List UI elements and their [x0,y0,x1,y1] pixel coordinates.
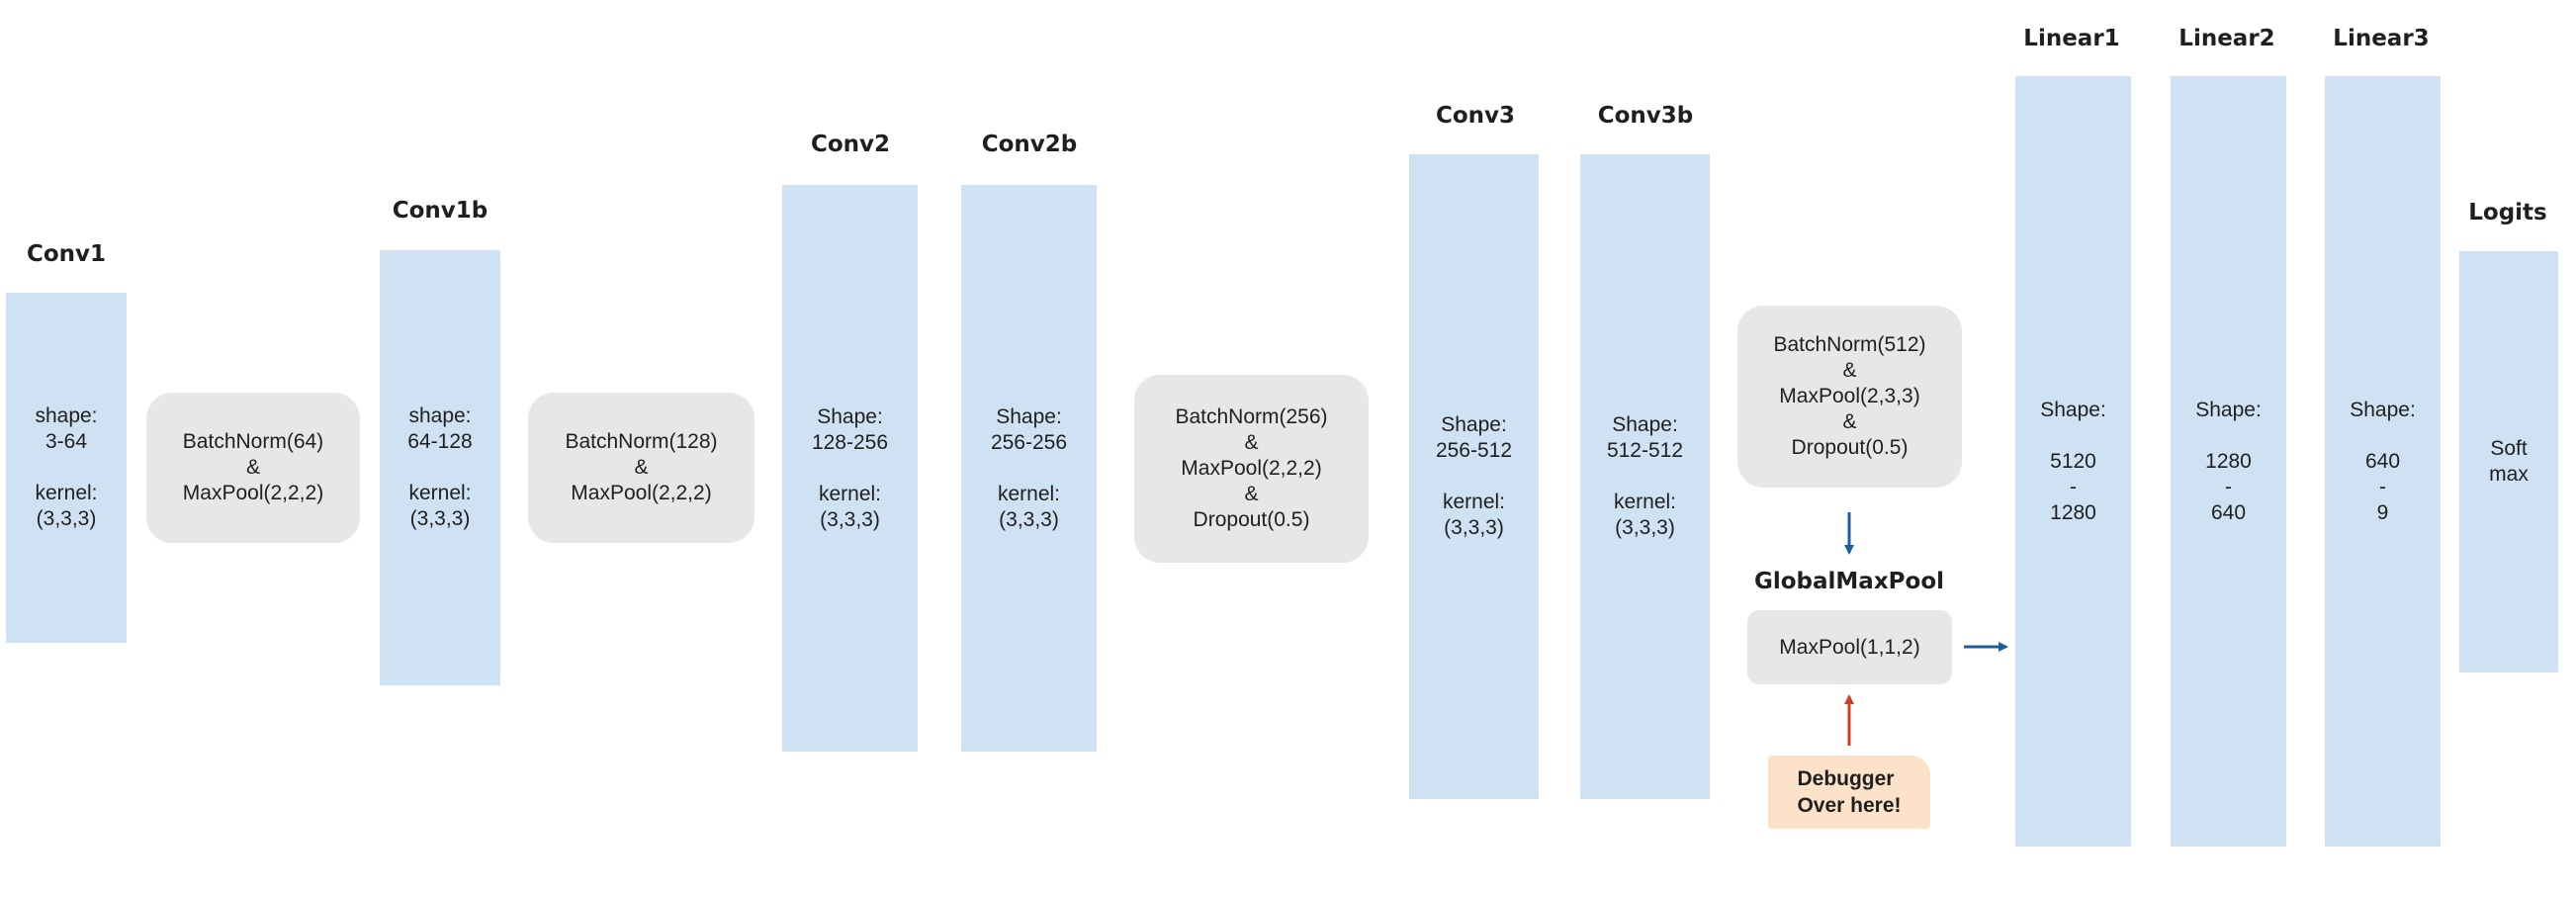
conv2b-line: (3,3,3) [999,507,1059,531]
op-line: & [634,456,649,479]
globalmaxpool-box: MaxPool(1,1,2) [1747,610,1952,684]
linear1-layer: Shape: 5120 - 1280 [2015,76,2131,847]
logits-info: Soft max [2459,436,2558,488]
op-line: MaxPool(2,2,2) [182,482,324,504]
conv2-line: (3,3,3) [820,507,880,531]
logits-line: max [2489,463,2529,486]
conv2-line: 128-256 [811,430,889,454]
conv3-line: 256-512 [1435,439,1513,462]
conv3b-line: Shape: [1612,413,1678,436]
linear1-line: - [2070,475,2077,498]
conv2-info: Shape: 128-256 kernel: (3,3,3) [782,404,918,533]
conv3-line: Shape: [1441,413,1507,436]
op-line: MaxPool(2,2,2) [571,482,712,504]
linear3-line: - [2379,475,2386,498]
linear3-line: Shape: [2350,398,2416,421]
op-batchnorm-128: BatchNorm(128) & MaxPool(2,2,2) [528,393,755,543]
linear1-line: Shape: [2040,398,2106,421]
linear1-title: Linear1 [2023,26,2120,51]
op-line: & [1244,483,1259,505]
note-line: Over here! [1797,794,1902,817]
op-line: Dropout(0.5) [1193,508,1310,531]
linear3-line: 640 [2364,449,2401,473]
op-batchnorm-64: BatchNorm(64) & MaxPool(2,2,2) [146,393,360,543]
conv2-line: Shape: [817,404,883,428]
conv3-info: Shape: 256-512 kernel: (3,3,3) [1409,412,1539,541]
conv2b-layer: Shape: 256-256 kernel: (3,3,3) [961,185,1097,752]
conv3-layer: Shape: 256-512 kernel: (3,3,3) [1409,154,1539,799]
linear2-line: - [2225,475,2232,498]
conv3b-line: 512-512 [1606,439,1684,462]
linear1-info: Shape: 5120 - 1280 [2015,398,2131,526]
op-line: & [1842,359,1857,382]
globalmaxpool-title: GlobalMaxPool [1753,569,1945,594]
conv3b-line: kernel: [1613,491,1677,513]
conv2b-title: Conv2b [981,132,1078,157]
conv3b-info: Shape: 512-512 kernel: (3,3,3) [1580,412,1710,541]
op-batchnorm-256: BatchNorm(256) & MaxPool(2,2,2) & Dropou… [1134,375,1369,563]
conv1b-line: kernel: [408,482,472,504]
conv1-line: 3-64 [44,430,88,453]
linear3-info: Shape: 640 - 9 [2325,398,2441,526]
conv1-line: (3,3,3) [36,507,97,530]
conv1b-info: shape: 64-128 kernel: (3,3,3) [380,404,500,532]
linear2-line: 640 [2210,500,2247,524]
linear3-layer: Shape: 640 - 9 [2325,76,2441,847]
op-line: BatchNorm(256) [1175,405,1328,428]
linear2-info: Shape: 1280 - 640 [2171,398,2286,526]
conv2b-line: 256-256 [990,430,1068,454]
conv2b-line: kernel: [997,482,1061,505]
linear2-line: Shape: [2195,398,2262,421]
op-line: MaxPool(2,3,3) [1779,385,1920,407]
op-line: Dropout(0.5) [1791,436,1909,459]
op-line: & [1244,431,1259,454]
globalmaxpool-label: MaxPool(1,1,2) [1779,635,1920,659]
op-batchnorm-512: BatchNorm(512) & MaxPool(2,3,3) & Dropou… [1737,306,1962,488]
logits-line: Soft [2490,437,2528,460]
linear3-title: Linear3 [2333,26,2430,51]
logits-title: Logits [2468,200,2547,225]
op-line: BatchNorm(64) [182,430,324,453]
conv3b-line: (3,3,3) [1615,516,1675,539]
linear1-line: 1280 [2050,500,2096,524]
conv3-line: kernel: [1442,491,1506,513]
conv1b-line: 64-128 [407,430,473,453]
op-line: MaxPool(2,2,2) [1181,457,1322,480]
conv1b-line: shape: [408,404,472,427]
op-line: BatchNorm(128) [565,430,718,453]
conv1-line: kernel: [35,482,98,504]
conv2-title: Conv2 [810,132,891,157]
op-line: BatchNorm(512) [1773,333,1926,356]
op-line: & [1842,410,1857,433]
conv3b-layer: Shape: 512-512 kernel: (3,3,3) [1580,154,1710,799]
conv1-info: shape: 3-64 kernel: (3,3,3) [6,404,127,532]
conv2-layer: Shape: 128-256 kernel: (3,3,3) [782,185,918,752]
conv1-layer: shape: 3-64 kernel: (3,3,3) [6,293,127,643]
conv3-title: Conv3 [1435,103,1516,129]
conv1b-line: (3,3,3) [409,507,471,530]
note-line: Debugger [1797,767,1895,790]
linear3-line: 9 [2376,500,2389,524]
logits-layer: Soft max [2459,251,2558,673]
conv1-line: shape: [35,404,98,427]
linear1-line: 5120 [2050,449,2096,473]
conv2b-line: Shape: [996,404,1062,428]
conv2b-info: Shape: 256-256 kernel: (3,3,3) [961,404,1097,533]
conv3-line: (3,3,3) [1444,516,1504,539]
conv2-line: kernel: [818,482,882,505]
linear2-title: Linear2 [2178,26,2275,51]
linear2-layer: Shape: 1280 - 640 [2171,76,2286,847]
conv1b-layer: shape: 64-128 kernel: (3,3,3) [380,250,500,685]
conv1b-title: Conv1b [392,198,489,224]
op-line: & [245,456,260,479]
conv1-title: Conv1 [26,241,107,267]
conv3b-title: Conv3b [1597,103,1694,129]
debugger-note: Debugger Over here! [1768,756,1930,829]
linear2-line: 1280 [2205,449,2252,473]
